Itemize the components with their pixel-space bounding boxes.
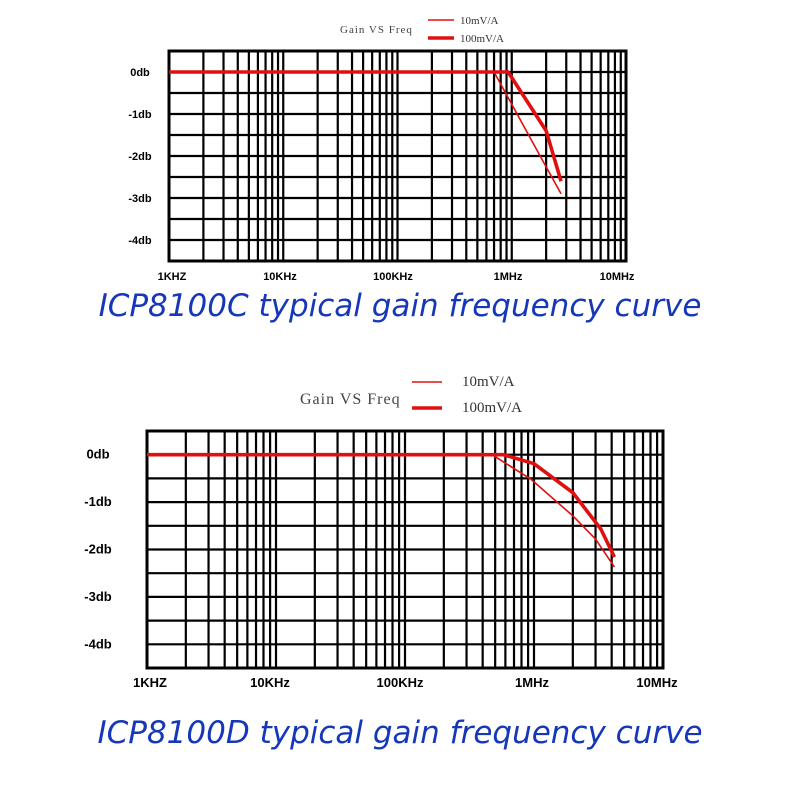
y-tick-label: -3db [84, 589, 112, 604]
x-tick-label: 10MHz [600, 271, 635, 283]
chart-1: 0db -1db -2db -3db -4db 1KHZ 10KHz 100KHz 1MHz 10… [84, 374, 678, 690]
series-line-100mV/A [169, 70, 563, 182]
y-tick-label: -1db [128, 109, 152, 121]
chart-caption-icp8100d: ICP8100D typical gain frequency curve [97, 715, 703, 751]
y-tick-label: 0db [130, 67, 150, 79]
chart-title: Gain VS Freq [300, 391, 401, 408]
chart-0: 0db -1db -2db -3db -4db 1KHZ 10KHz 100KHz 1MHz 10… [128, 15, 635, 283]
legend-label: 100mV/A [462, 400, 522, 416]
legend-label: 100mV/A [460, 33, 504, 45]
legend-label: 10mV/A [460, 15, 499, 27]
x-tick-label: 1MHz [494, 271, 523, 283]
plot-frame [167, 49, 628, 263]
y-tick-label: -4db [84, 636, 112, 651]
y-tick-label: -1db [84, 494, 112, 509]
x-tick-label: 1KHZ [158, 271, 187, 283]
chart-title: Gain VS Freq [340, 24, 413, 36]
y-tick-label: -4db [128, 235, 152, 247]
legend-label: 10mV/A [462, 374, 515, 390]
y-tick-label: -2db [84, 542, 112, 557]
y-tick-label: -3db [128, 193, 152, 205]
x-tick-label: 100KHz [377, 675, 424, 690]
y-tick-label: 0db [86, 447, 109, 462]
x-tick-label: 1KHZ [133, 675, 167, 690]
chart-caption-icp8100c: ICP8100C typical gain frequency curve [98, 288, 702, 324]
x-tick-label: 10MHz [636, 675, 678, 690]
series-line-10mV/A [169, 71, 562, 195]
x-tick-label: 10KHz [250, 675, 290, 690]
y-tick-label: -2db [128, 151, 152, 163]
x-tick-label: 100KHz [373, 271, 413, 283]
series-line-100mV/A [147, 452, 617, 558]
x-tick-label: 1MHz [515, 675, 549, 690]
x-tick-label: 10KHz [263, 271, 297, 283]
plot-frame [145, 429, 665, 670]
